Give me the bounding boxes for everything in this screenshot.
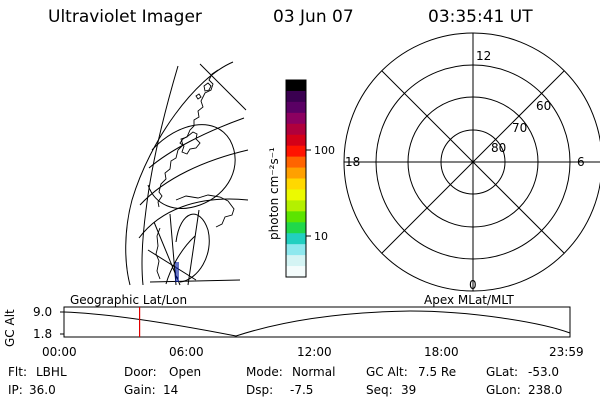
polar-plot [343,32,600,292]
dsp-label: Dsp: [246,383,274,397]
seq-value: 39 [401,383,417,397]
mlt-label-12: 12 [476,49,491,63]
colorbar-cell [286,233,306,245]
satellite-footprint [175,262,179,282]
geographic-map [125,61,249,286]
app-title: Ultraviolet Imager [48,7,202,27]
colorbar-cell [286,90,306,103]
ip-label: IP: [8,383,23,397]
colorbar-cell [286,255,306,267]
altitude-curve [63,310,571,337]
glon-label: GLon: [486,383,521,397]
map-meridian [165,235,196,285]
glat-label: GLat: [486,365,519,379]
color-bar: 100 10 photon cm⁻²s⁻¹ [267,79,335,278]
coastline [157,69,219,208]
gain-label: Gain: [124,383,156,397]
colorbar-cell [286,123,306,136]
colorbar-cell [286,266,306,278]
coastline [195,82,212,100]
colorbar-cell [286,211,306,223]
colorbar-unit-label: photon cm⁻²s⁻¹ [267,147,281,240]
y-tick-high: 9.0 [33,305,53,319]
map-parallel [141,65,179,286]
mlt-label-18: 18 [345,155,360,169]
glon-value: 238.0 [528,383,563,397]
lat-label-80: 80 [491,141,506,155]
x-tick-0600: 06:00 [169,345,204,359]
x-tick-0000: 00:00 [42,345,77,359]
map-limb [125,61,234,286]
mode-value: Normal [292,365,336,379]
map-meridian [149,279,241,283]
map-meridian [175,213,210,283]
lat-label-60: 60 [536,99,551,113]
seq-label: Seq: [366,383,393,397]
x-tick-1200: 12:00 [297,345,332,359]
coastline [179,131,201,155]
mlt-label-6: 6 [577,155,585,169]
colorbar-cell [286,80,306,92]
gc-alt-value: 7.5 Re [418,365,457,379]
map-meridian [147,124,236,209]
header-time: 03:35:41 UT [428,7,533,27]
colorbar-cell [286,112,306,125]
timeline-left-label: Geographic Lat/Lon [70,293,188,307]
mlt-label-0: 0 [469,278,477,292]
colorbar-cell [286,167,306,180]
map-parallel [139,149,249,206]
colorbar-cell [286,101,306,114]
map-parallel [138,198,249,239]
colorbar-cell [286,156,306,169]
timeline-plot [60,306,571,338]
flt-label: Flt: [8,365,27,379]
map-parallel [148,117,245,169]
glat-value: -53.0 [528,365,560,379]
x-tick-1800: 18:00 [424,345,459,359]
map-meridian [169,213,177,286]
coastline [155,227,161,280]
colorbar-tick-100: 100 [314,144,335,157]
ip-value: 36.0 [29,383,56,397]
colorbar-cell [286,178,306,191]
map-meridian [187,209,200,286]
flt-value: LBHL [36,365,67,379]
colorbar-tick-10: 10 [314,230,328,243]
colorbar-cell [286,189,306,201]
gain-value: 14 [163,383,179,397]
header-date: 03 Jun 07 [273,7,354,27]
colorbar-cell [286,134,306,147]
x-tick-2359: 23:59 [549,345,584,359]
y-axis-label: GC Alt [3,309,17,347]
y-tick-low: 1.8 [33,327,53,341]
colorbar-cell [286,244,306,256]
dsp-value: -7.5 [290,383,314,397]
door-value: Open [169,365,202,379]
map-parallel [199,63,247,111]
timeline-right-label: Apex MLat/MLT [424,293,514,307]
lat-label-70: 70 [512,121,527,135]
colorbar-cell [286,222,306,234]
colorbar-cell [286,200,306,212]
coastline [175,194,235,228]
mode-label: Mode: [246,365,283,379]
colorbar-cell [286,145,306,158]
gc-alt-label: GC Alt: [366,365,408,379]
door-label: Door: [124,365,157,379]
